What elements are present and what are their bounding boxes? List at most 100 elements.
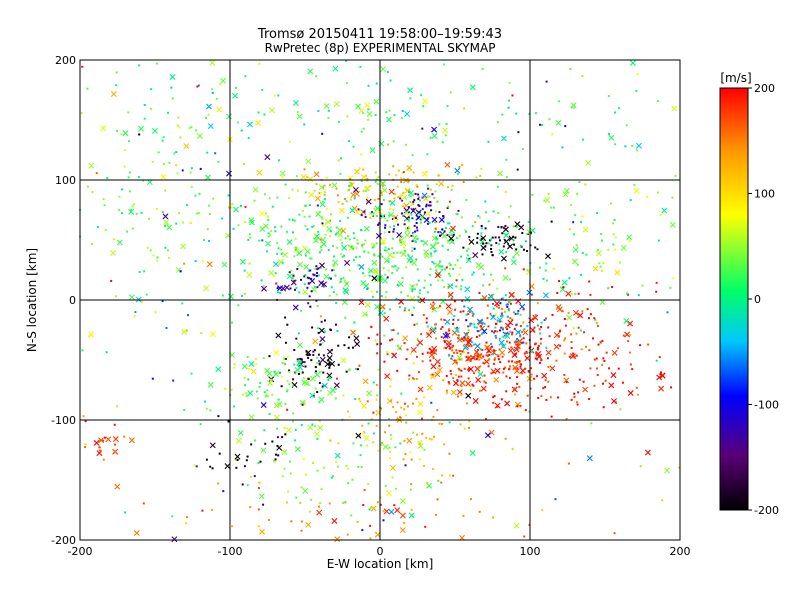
- scatter-point: [487, 220, 490, 223]
- scatter-point: [391, 338, 394, 341]
- scatter-point: [445, 331, 448, 334]
- scatter-point: [600, 232, 603, 235]
- scatter-point: [263, 113, 266, 116]
- scatter-point: [497, 212, 500, 215]
- scatter-point: [457, 337, 460, 340]
- scatter-point-x: [260, 402, 267, 409]
- scatter-point: [480, 227, 483, 230]
- scatter-point-x: [373, 98, 380, 105]
- scatter-point: [580, 348, 583, 351]
- scatter-point: [509, 302, 512, 305]
- scatter-point: [234, 458, 237, 461]
- scatter-point: [352, 145, 355, 148]
- scatter-point: [470, 341, 473, 344]
- scatter-point-x: [431, 126, 438, 133]
- scatter-point: [329, 328, 332, 331]
- scatter-point: [315, 236, 318, 239]
- scatter-point: [360, 153, 363, 156]
- scatter-point: [344, 197, 347, 200]
- scatter-point: [453, 351, 456, 354]
- scatter-point: [161, 300, 164, 303]
- scatter-point: [258, 487, 261, 490]
- scatter-point: [126, 230, 129, 233]
- scatter-point: [409, 488, 412, 491]
- scatter-point-x: [404, 227, 411, 234]
- scatter-point: [428, 195, 431, 198]
- scatter-point: [359, 454, 362, 457]
- scatter-point: [322, 200, 325, 203]
- scatter-point: [468, 345, 471, 348]
- scatter-point: [469, 324, 472, 327]
- scatter-point: [492, 314, 495, 317]
- scatter-point: [269, 378, 272, 381]
- scatter-point: [271, 393, 274, 396]
- scatter-point: [497, 225, 500, 228]
- scatter-point: [273, 275, 276, 278]
- scatter-point: [276, 291, 279, 294]
- scatter-point: [329, 235, 332, 238]
- scatter-point: [137, 175, 140, 178]
- scatter-point: [337, 201, 340, 204]
- scatter-point: [196, 212, 199, 215]
- scatter-point: [221, 217, 224, 220]
- scatter-point: [142, 502, 145, 505]
- scatter-point: [294, 238, 297, 241]
- scatter-point: [619, 261, 622, 264]
- scatter-point: [123, 435, 126, 438]
- scatter-point: [299, 501, 302, 504]
- scatter-point: [384, 246, 387, 249]
- scatter-point: [446, 186, 449, 189]
- scatter-point: [314, 424, 317, 427]
- scatter-point: [491, 236, 494, 239]
- scatter-point-x: [307, 176, 314, 183]
- colorbar-tick-label: -100: [754, 399, 779, 412]
- scatter-point: [389, 339, 392, 342]
- scatter-point: [327, 116, 330, 119]
- scatter-point: [525, 342, 528, 345]
- scatter-point-x: [400, 251, 407, 258]
- scatter-point: [417, 197, 420, 200]
- scatter-point: [509, 330, 512, 333]
- scatter-point: [404, 414, 407, 417]
- scatter-point: [515, 337, 518, 340]
- scatter-point: [195, 465, 198, 468]
- scatter-point: [423, 211, 426, 214]
- scatter-point-x: [515, 298, 522, 305]
- scatter-point: [506, 316, 509, 319]
- scatter-point: [336, 330, 339, 333]
- scatter-point: [470, 498, 473, 501]
- scatter-point: [188, 127, 191, 130]
- scatter-point: [593, 358, 596, 361]
- scatter-point: [498, 306, 501, 309]
- y-tick-label: -100: [51, 414, 76, 427]
- scatter-point: [463, 367, 466, 370]
- scatter-point: [471, 273, 474, 276]
- scatter-point: [538, 266, 541, 269]
- scatter-point: [473, 343, 476, 346]
- scatter-point-x: [116, 239, 123, 246]
- scatter-point: [380, 203, 383, 206]
- scatter-point: [372, 381, 375, 384]
- scatter-point-x: [329, 360, 336, 367]
- scatter-point: [321, 132, 324, 135]
- scatter-point: [102, 458, 105, 461]
- scatter-point: [247, 137, 250, 140]
- scatter-point: [446, 222, 449, 225]
- scatter-point-x: [512, 364, 519, 371]
- scatter-point: [185, 329, 188, 332]
- scatter-point: [319, 246, 322, 249]
- scatter-point: [347, 346, 350, 349]
- scatter-point: [304, 225, 307, 228]
- scatter-point: [384, 273, 387, 276]
- scatter-point: [364, 189, 367, 192]
- scatter-point: [403, 522, 406, 525]
- scatter-point: [320, 249, 323, 252]
- scatter-point: [261, 88, 264, 91]
- scatter-point-x: [391, 352, 398, 359]
- scatter-point: [479, 174, 482, 177]
- scatter-point: [496, 330, 499, 333]
- scatter-point: [464, 228, 467, 231]
- scatter-point: [507, 308, 510, 311]
- scatter-point: [397, 195, 400, 198]
- scatter-point: [367, 337, 370, 340]
